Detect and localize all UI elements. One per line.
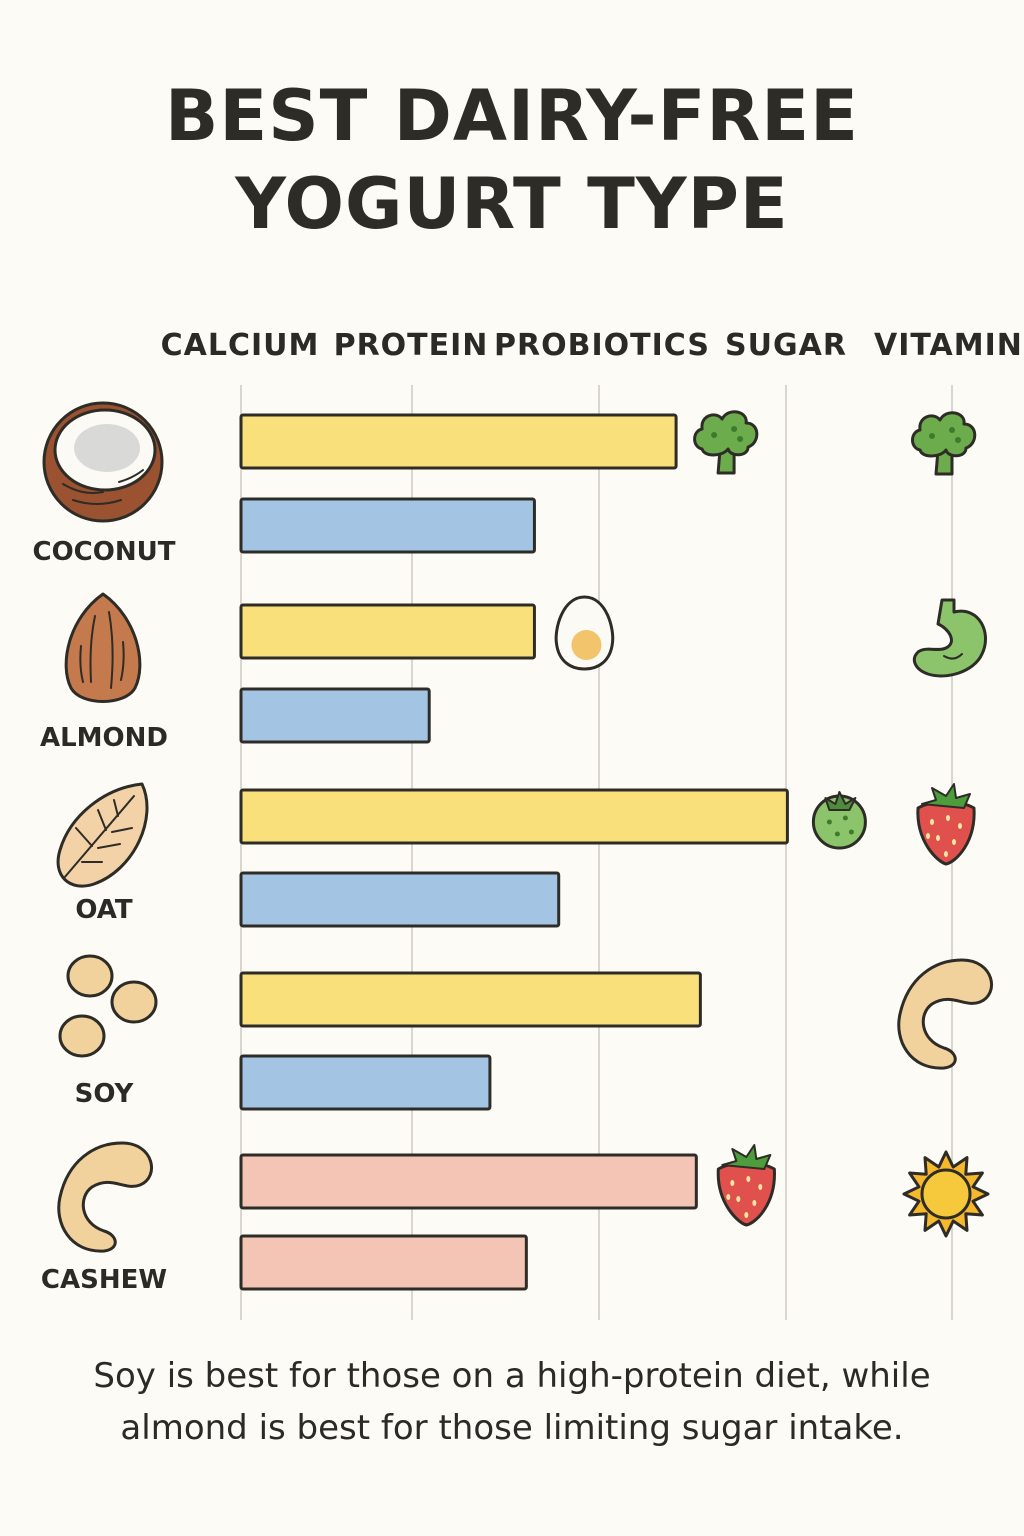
- chart-title-line-1: BEST DAIRY-FREE: [165, 75, 859, 157]
- cashew-icon: [57, 1141, 154, 1253]
- column-header: VITAMIN D: [874, 328, 1024, 363]
- bar: [239, 871, 561, 928]
- oat-grain-icon: [56, 782, 149, 888]
- sun-icon: [902, 1150, 990, 1238]
- chart-caption: Soy is best for those on a high-protein …: [0, 1350, 1024, 1454]
- bar: [239, 1234, 528, 1291]
- column-header: PROTEIN: [334, 328, 489, 363]
- category-label: COCONUT: [33, 537, 176, 567]
- bar: [239, 1054, 492, 1111]
- broccoli-icon: [693, 410, 759, 475]
- bar: [239, 413, 678, 470]
- broccoli-icon: [911, 411, 977, 476]
- strawberry-icon: [716, 1144, 776, 1227]
- bar: [239, 1153, 698, 1210]
- chart-title-line-2: YOGURT TYPE: [235, 163, 789, 245]
- bar: [239, 687, 431, 744]
- strawberry-icon: [916, 783, 976, 866]
- chart-title: BEST DAIRY-FREE YOGURT TYPE: [0, 72, 1024, 248]
- egg-icon: [554, 595, 615, 671]
- caption-line-2: almond is best for those limiting sugar …: [120, 1408, 904, 1448]
- cashew-icon: [897, 958, 994, 1070]
- almond-icon: [64, 592, 142, 703]
- column-header: CALCIUM: [161, 328, 320, 363]
- category-label: OAT: [75, 895, 133, 925]
- bar: [239, 971, 702, 1028]
- soybeans-icon: [58, 954, 158, 1058]
- bar: [239, 497, 536, 554]
- column-header: SUGAR: [725, 328, 847, 363]
- coconut-icon: [42, 401, 164, 523]
- green-berry-icon: [811, 791, 867, 850]
- stomach-icon: [912, 598, 987, 678]
- category-label: ALMOND: [40, 723, 168, 753]
- bar: [239, 603, 536, 660]
- category-label: SOY: [75, 1079, 135, 1109]
- caption-line-1: Soy is best for those on a high-protein …: [93, 1356, 931, 1396]
- bar: [239, 788, 789, 845]
- column-header: PROBIOTICS: [494, 328, 710, 363]
- category-label: CASHEW: [41, 1265, 167, 1295]
